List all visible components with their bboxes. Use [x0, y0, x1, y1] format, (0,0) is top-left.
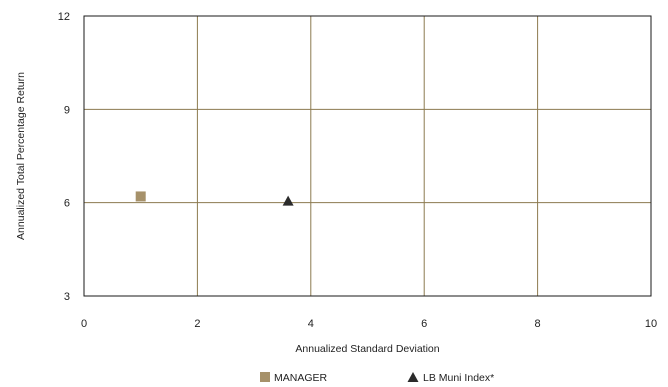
x-tick-label: 2	[194, 318, 200, 330]
data-point-lb-muni-index	[282, 195, 294, 206]
x-tick-label: 4	[308, 318, 314, 330]
legend-label-lb-muni-index: LB Muni Index*	[423, 372, 494, 384]
legend-label-manager: MANAGER	[274, 372, 328, 384]
legend-marker-manager	[260, 372, 270, 382]
x-tick-label: 8	[535, 318, 541, 330]
y-tick-label: 3	[64, 291, 70, 303]
x-tick-label: 10	[645, 318, 657, 330]
plot-frame	[83, 15, 652, 297]
y-tick-label: 9	[64, 104, 70, 116]
data-points	[135, 191, 294, 206]
y-tick-label: 6	[64, 198, 70, 210]
x-axis-label: Annualized Standard Deviation	[295, 343, 439, 355]
data-point-manager	[135, 191, 146, 202]
y-tick-label: 12	[58, 11, 70, 23]
legend: MANAGER LB Muni Index*	[260, 372, 494, 384]
x-tick-label: 6	[421, 318, 427, 330]
x-tick-label: 0	[81, 318, 87, 330]
y-axis-label: Annualized Total Percentage Return	[15, 72, 27, 240]
grid	[84, 16, 651, 296]
legend-marker-lb-muni-index	[407, 372, 419, 382]
tick-labels: 0 2 4 6 8 10 3 6 9 12	[58, 11, 657, 330]
